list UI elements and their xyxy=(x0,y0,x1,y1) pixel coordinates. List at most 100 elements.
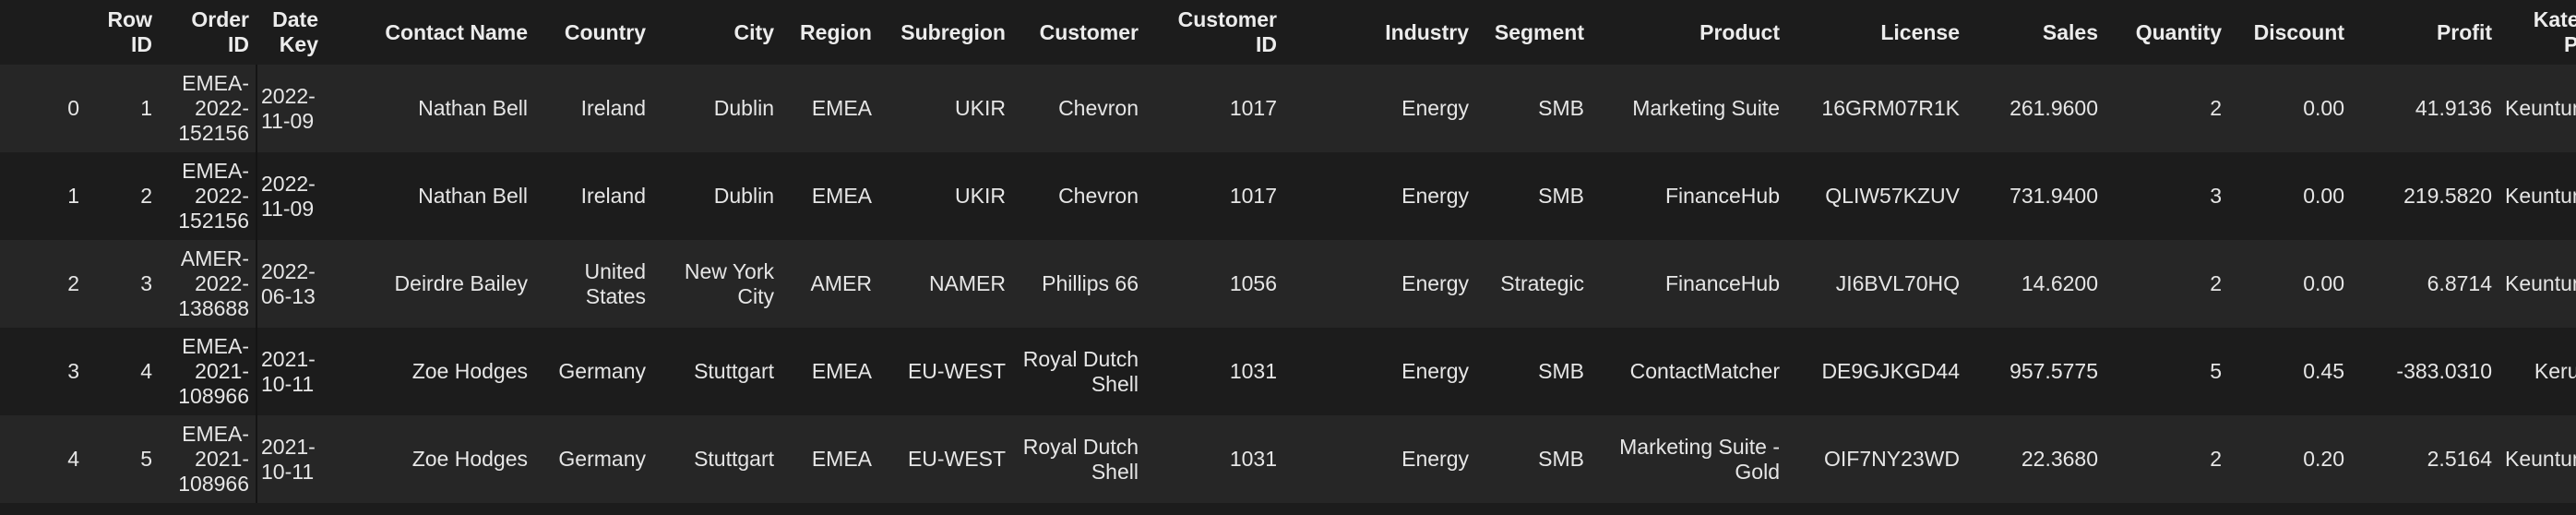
column-header-segment: Segment xyxy=(1494,19,1584,44)
cell-profit: -383.0310 xyxy=(2396,359,2492,383)
cell-product: FinanceHub xyxy=(1664,184,1780,208)
cell-license: DE9GJKGD44 xyxy=(1821,359,1960,383)
column-header-profit: Profit xyxy=(2436,19,2492,44)
cell-country: Germany xyxy=(558,359,646,383)
cell-segment: SMB xyxy=(1538,359,1584,383)
cell-contact-name: Nathan Bell xyxy=(418,96,528,120)
cell-region: EMEA xyxy=(811,447,872,471)
cell-industry: Energy xyxy=(1401,184,1469,208)
cell-index: 1 xyxy=(67,184,79,208)
cell-profit: 41.9136 xyxy=(2415,96,2492,120)
cell-quantity: 2 xyxy=(2210,447,2222,471)
cell-quantity: 5 xyxy=(2210,359,2222,383)
column-header-row-id: Row ID xyxy=(107,7,152,56)
data-table: Row ID Order ID Date Key Contact Name Countr… xyxy=(0,0,2576,503)
cell-license: QLIW57KZUV xyxy=(1825,184,1960,208)
cell-industry: Energy xyxy=(1401,271,1469,295)
cell-date-key: 2021-10-11 xyxy=(256,328,325,415)
cell-customer: Royal Dutch Shell xyxy=(1022,346,1139,396)
cell-kategori-profit: Keuntungan xyxy=(2505,96,2576,120)
cell-subregion: UKIR xyxy=(955,184,1006,208)
cell-contact-name: Deirdre Bailey xyxy=(394,271,528,295)
cell-customer-id: 1017 xyxy=(1229,184,1277,208)
cell-index: 0 xyxy=(67,96,79,120)
cell-product: FinanceHub xyxy=(1664,271,1780,295)
cell-date-key: 2022-11-09 xyxy=(256,152,325,240)
column-header-kategori-profit: Kategori Profit xyxy=(2533,7,2576,56)
cell-country: Germany xyxy=(558,447,646,471)
cell-row-id: 3 xyxy=(140,271,152,295)
table-header-row: Row ID Order ID Date Key Contact Name Countr… xyxy=(0,0,2576,65)
cell-discount: 0.45 xyxy=(2303,359,2344,383)
cell-customer: Phillips 66 xyxy=(1042,271,1139,295)
cell-index: 3 xyxy=(67,359,79,383)
cell-segment: SMB xyxy=(1538,96,1584,120)
cell-quantity: 2 xyxy=(2210,271,2222,295)
cell-region: EMEA xyxy=(811,96,872,120)
cell-discount: 0.20 xyxy=(2303,447,2344,471)
cell-sales: 261.9600 xyxy=(2010,96,2098,120)
table-row: 3 4 EMEA-2021-108966 2021-10-11 Zoe Hodges Ge… xyxy=(0,328,2576,415)
cell-industry: Energy xyxy=(1401,359,1469,383)
table-row: 0 1 EMEA-2022-152156 2022-11-09 Nathan Bell I… xyxy=(0,65,2576,152)
column-header-city: City xyxy=(733,19,774,44)
cell-sales: 731.9400 xyxy=(2010,184,2098,208)
column-header-industry: Industry xyxy=(1385,19,1469,44)
cell-sales: 14.6200 xyxy=(2021,271,2098,295)
cell-kategori-profit: Keuntungan xyxy=(2505,447,2576,471)
cell-country: Ireland xyxy=(580,96,646,120)
cell-region: EMEA xyxy=(811,184,872,208)
cell-customer-id: 1031 xyxy=(1229,447,1277,471)
cell-product: Marketing Suite xyxy=(1632,96,1780,120)
cell-city: Stuttgart xyxy=(694,359,774,383)
cell-order-id: EMEA-2022-152156 xyxy=(178,71,249,145)
cell-license: 16GRM07R1K xyxy=(1821,96,1960,120)
table-row: 1 2 EMEA-2022-152156 2022-11-09 Nathan Bell I… xyxy=(0,152,2576,240)
cell-license: OIF7NY23WD xyxy=(1824,447,1960,471)
cell-order-id: EMEA-2022-152156 xyxy=(178,159,249,233)
table-body: 0 1 EMEA-2022-152156 2022-11-09 Nathan Bell I… xyxy=(0,65,2576,503)
cell-subregion: NAMER xyxy=(928,271,1006,295)
cell-date-key: 2022-11-09 xyxy=(256,65,325,152)
cell-row-id: 4 xyxy=(140,359,152,383)
cell-index: 4 xyxy=(67,447,79,471)
cell-row-id: 5 xyxy=(140,447,152,471)
cell-discount: 0.00 xyxy=(2303,96,2344,120)
cell-index: 2 xyxy=(67,271,79,295)
cell-contact-name: Zoe Hodges xyxy=(411,359,528,383)
cell-country: Ireland xyxy=(580,184,646,208)
cell-region: AMER xyxy=(810,271,872,295)
cell-order-id: AMER-2022-138688 xyxy=(178,246,249,320)
cell-date-key: 2022-06-13 xyxy=(256,240,325,328)
cell-city: Dublin xyxy=(713,184,774,208)
cell-profit: 2.5164 xyxy=(2427,447,2492,471)
column-header-order-id: Order ID xyxy=(191,7,249,56)
cell-city: Dublin xyxy=(713,96,774,120)
cell-profit: 6.8714 xyxy=(2427,271,2492,295)
cell-discount: 0.00 xyxy=(2303,271,2344,295)
column-header-date-key: Date Key xyxy=(256,0,325,65)
cell-contact-name: Nathan Bell xyxy=(418,184,528,208)
cell-subregion: UKIR xyxy=(955,96,1006,120)
cell-license: JI6BVL70HQ xyxy=(1835,271,1960,295)
cell-order-id: EMEA-2021-108966 xyxy=(178,422,249,496)
cell-customer: Chevron xyxy=(1058,184,1139,208)
cell-quantity: 3 xyxy=(2210,184,2222,208)
cell-kategori-profit: Keuntungan xyxy=(2505,184,2576,208)
cell-subregion: EU-WEST xyxy=(907,447,1006,471)
column-header-sales: Sales xyxy=(2042,19,2098,44)
cell-customer-id: 1056 xyxy=(1229,271,1277,295)
column-header-index xyxy=(0,0,92,65)
cell-kategori-profit: Keuntungan xyxy=(2505,271,2576,295)
column-header-contact-name: Contact Name xyxy=(385,19,528,44)
cell-order-id: EMEA-2021-108966 xyxy=(178,334,249,408)
cell-industry: Energy xyxy=(1401,96,1469,120)
cell-customer: Chevron xyxy=(1058,96,1139,120)
column-header-product: Product xyxy=(1699,19,1780,44)
cell-row-id: 1 xyxy=(140,96,152,120)
column-header-customer: Customer xyxy=(1039,19,1139,44)
cell-sales: 22.3680 xyxy=(2021,447,2098,471)
column-header-discount: Discount xyxy=(2253,19,2344,44)
column-header-quantity: Quantity xyxy=(2135,19,2222,44)
